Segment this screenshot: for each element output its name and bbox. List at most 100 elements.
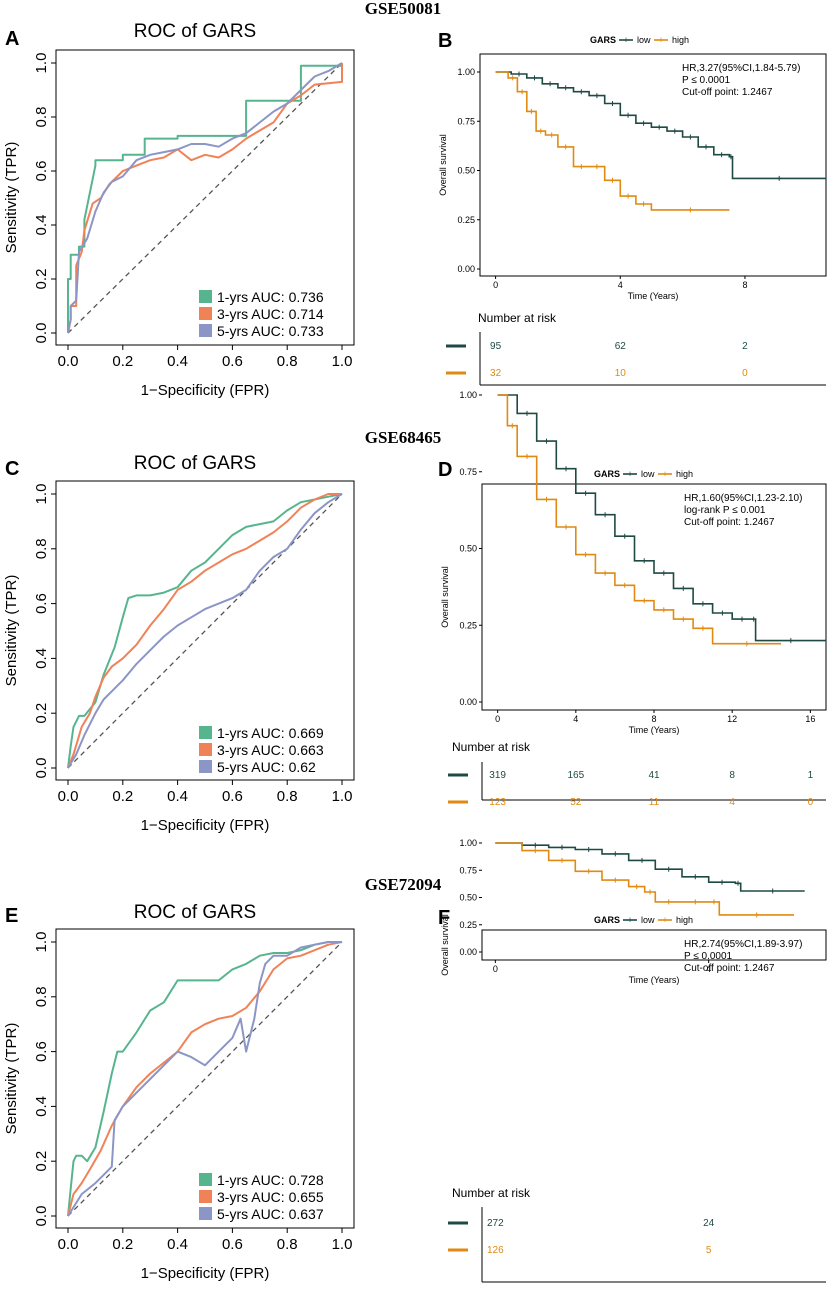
km-censor-mark-low: [672, 128, 678, 134]
km-panel-d: GARS + low + high 0.00 0.25 0.50 0.75 1.00 0 4 8 12 16…: [440, 390, 827, 808]
km-censor-mark-low: [602, 512, 608, 518]
risk-count-high: 52: [570, 797, 582, 808]
risk-count-low: 8: [729, 770, 735, 781]
km-censor-mark-high: [524, 453, 530, 459]
km-annotation: HR,2.74(95%CI,1.89-3.97): [684, 939, 802, 950]
km-y-tick-label: 0.25: [459, 920, 477, 930]
km-panel-f: GARS + low + high 0.00 0.25 0.50 0.75 1.00 0 4 Time …: [440, 838, 827, 1283]
km-censor-mark-low: [563, 85, 569, 91]
dataset-title-gse72094: GSE72094: [365, 875, 442, 894]
km-censor-mark-low: [524, 410, 530, 416]
km-legend-high-label: high: [672, 35, 689, 45]
y-tick-label: 0.8: [33, 538, 50, 559]
km-curve-high: [495, 71, 730, 211]
km-censor-mark-low: [625, 112, 631, 118]
legend-label-1-yrs: 1-yrs AUC: 0.728: [217, 1172, 324, 1188]
km-censor-mark-high: [509, 423, 515, 429]
x-tick-label: 0.2: [112, 353, 133, 370]
km-x-tick-label: 12: [727, 714, 737, 724]
km-censor-mark-low: [735, 880, 741, 886]
km-y-tick-label: 0.25: [457, 215, 475, 225]
risk-count-low: 319: [489, 770, 506, 781]
km-y-tick-label: 0.50: [457, 166, 475, 176]
km-censor-mark-low: [687, 134, 693, 140]
km-censor-mark-high: [578, 164, 584, 170]
km-censor-mark-high: [563, 144, 569, 150]
km-censor-mark-low: [751, 616, 757, 622]
km-censor-mark-low: [719, 879, 725, 885]
roc-panel-e: ROC of GARS 0.0 0.0 0.2 0.2 0.4 0.4 0.6 0.6 0.8 0.…: [3, 902, 355, 1282]
x-tick-label: 0.0: [58, 788, 79, 805]
km-censor-mark-high: [711, 899, 717, 905]
dataset-title-gse68465: GSE68465: [365, 428, 442, 447]
risk-count-low: 165: [567, 770, 584, 781]
panel-letter-f: F: [438, 907, 450, 929]
km-censor-mark-high: [583, 552, 589, 558]
km-annotation: P ≤ 0.0001: [682, 75, 731, 86]
risk-count-low: 62: [615, 341, 627, 352]
risk-count-low: 272: [487, 1218, 504, 1229]
km-annotation: P ≤ 0.0001: [684, 951, 733, 962]
km-censor-mark-low: [728, 154, 734, 160]
y-tick-label: 0.6: [33, 161, 50, 182]
km-annotation: HR,1.60(95%CI,1.23-2.10): [684, 493, 802, 504]
km-censor-mark-high: [594, 164, 600, 170]
km-annotation: Cut-off point: 1.2467: [684, 963, 775, 974]
km-legend-high-label: high: [676, 915, 693, 925]
km-censor-mark-low: [547, 81, 553, 87]
legend-swatch-1-yrs: [199, 726, 212, 739]
risk-count-high: 123: [489, 797, 506, 808]
roc-curve-1-yrs: [67, 941, 342, 1217]
km-censor-mark-low: [544, 438, 549, 444]
x-tick-label: 0.6: [222, 353, 243, 370]
km-censor-mark-high: [538, 128, 544, 134]
reference-diagonal: [67, 941, 343, 1217]
x-tick-label: 1.0: [332, 1236, 353, 1253]
legend-swatch-1-yrs: [199, 1173, 212, 1186]
roc-curve-1-yrs: [67, 493, 343, 769]
km-x-tick-label: 16: [805, 714, 815, 724]
legend-label-1-yrs: 1-yrs AUC: 0.736: [217, 289, 324, 305]
km-censor-mark-low: [770, 888, 776, 894]
risk-count-high: 0: [742, 368, 748, 379]
panel-letter-c: C: [5, 458, 19, 480]
km-censor-mark-high: [510, 75, 516, 81]
dataset-title-gse50081: GSE50081: [365, 0, 442, 18]
km-censor-mark-high: [559, 857, 565, 863]
y-tick-label: 0.8: [33, 107, 50, 128]
x-tick-label: 0.4: [167, 1236, 188, 1253]
reference-diagonal: [67, 62, 343, 334]
km-censor-mark-high: [612, 877, 618, 883]
y-tick-label: 0.4: [33, 215, 50, 236]
y-tick-label: 0.0: [33, 323, 50, 344]
km-y-tick-label: 0.00: [459, 947, 477, 957]
km-y-tick-label: 0.75: [459, 467, 477, 477]
km-legend-high-label: high: [676, 469, 693, 479]
roc-panel-c: ROC of GARS 0.0 0.0 0.2 0.2 0.4 0.4 0.6 0.6 0.8 0.…: [3, 453, 355, 834]
plot-frame: [55, 928, 355, 1229]
risk-count-low: 2: [742, 341, 748, 352]
x-tick-label: 0.4: [167, 788, 188, 805]
panel-letter-b: B: [438, 30, 452, 52]
km-panel-b: GARS + low + high 0.00 0.25 0.50 0.75 1.00 0 4 8 Time…: [438, 35, 827, 386]
km-censor-mark-high: [666, 899, 672, 905]
km-legend-low-label: low: [641, 469, 655, 479]
x-axis-label: 1−Specificity (FPR): [141, 817, 270, 834]
km-censor-mark-high: [544, 496, 549, 502]
roc-curve-5-yrs: [67, 62, 343, 334]
km-x-tick-label: 4: [706, 964, 711, 974]
km-legend-high-cross: +: [658, 35, 663, 45]
km-annotation: log-rank P ≤ 0.001: [684, 505, 766, 516]
legend-swatch-5-yrs: [199, 324, 212, 337]
plot-frame: [55, 480, 355, 781]
km-censor-mark-low: [639, 857, 645, 863]
km-y-tick-label: 0.75: [457, 116, 475, 126]
risk-count-low: 1: [808, 770, 814, 781]
km-censor-mark-high: [661, 607, 667, 613]
km-censor-mark-low: [610, 101, 615, 106]
roc-panel-a: ROC of GARS 0.0 0.0 0.2 0.2 0.4 0.4 0.6 0.6 0.8 0.…: [3, 21, 355, 399]
km-frame: [481, 929, 827, 961]
km-censor-mark-high: [641, 201, 647, 207]
km-x-tick-label: 8: [742, 280, 747, 290]
km-x-axis-label: Time (Years): [628, 291, 679, 301]
